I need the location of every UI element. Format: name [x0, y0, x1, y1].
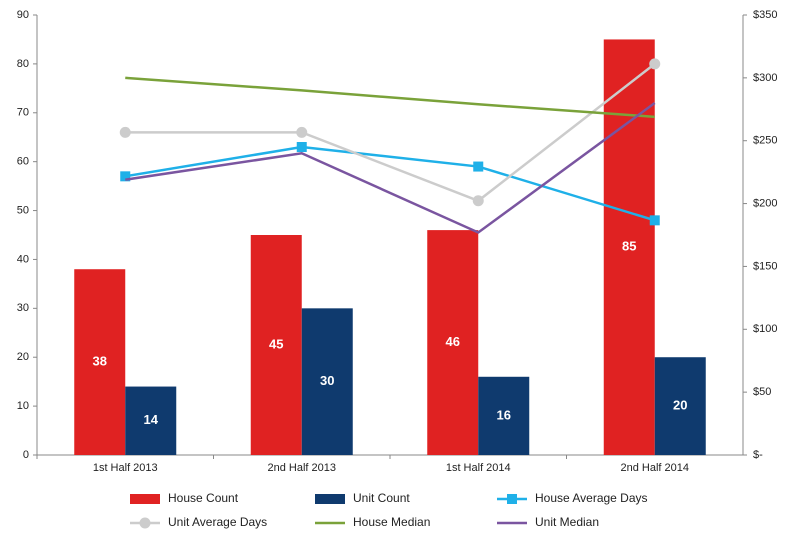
y2-tick-label: $50	[753, 386, 771, 398]
line	[125, 76, 655, 119]
legend-label: House Median	[353, 515, 430, 529]
y-tick-label: 0	[23, 449, 29, 461]
x-tick-label: 2nd Half 2013	[268, 462, 337, 474]
y2-tick-label: $300	[753, 72, 777, 84]
x-tick-label: 1st Half 2013	[93, 462, 158, 474]
marker	[649, 58, 661, 70]
legend-label: House Average Days	[535, 491, 648, 505]
y-tick-label: 90	[17, 9, 29, 21]
y2-tick-label: $-	[753, 449, 763, 461]
legend-marker	[507, 494, 517, 504]
bar	[478, 376, 530, 455]
bar	[74, 269, 126, 455]
bar	[427, 230, 479, 455]
bar	[125, 386, 177, 455]
legend-label: Unit Average Days	[168, 515, 267, 529]
y-tick-label: 20	[17, 351, 29, 363]
y-tick-label: 60	[17, 156, 29, 168]
marker	[119, 126, 131, 138]
bar-value-label: 16	[497, 407, 511, 422]
bar-value-label: 20	[673, 398, 687, 413]
legend-swatch	[315, 494, 345, 504]
bar-value-label: 30	[320, 373, 334, 388]
bar-value-label: 14	[144, 412, 159, 427]
bar-value-label: 46	[446, 334, 460, 349]
x-tick-label: 2nd Half 2014	[621, 462, 690, 474]
marker	[472, 195, 484, 207]
bar-value-label: 85	[622, 239, 636, 254]
y2-tick-label: $350	[753, 9, 777, 21]
y-tick-label: 80	[17, 58, 29, 70]
marker	[296, 126, 308, 138]
marker	[473, 161, 484, 172]
marker	[649, 215, 660, 226]
line	[125, 145, 656, 222]
y2-tick-label: $150	[753, 260, 777, 272]
y2-tick-label: $100	[753, 323, 777, 335]
y-tick-label: 70	[17, 107, 29, 119]
bar	[654, 357, 706, 455]
legend-marker	[139, 517, 151, 529]
bar-value-label: 38	[93, 354, 107, 369]
legend-swatch	[130, 494, 160, 504]
bar-value-label: 45	[269, 336, 283, 351]
marker	[120, 171, 131, 182]
y-tick-label: 30	[17, 302, 29, 314]
y2-tick-label: $200	[753, 197, 777, 209]
x-tick-label: 1st Half 2014	[446, 462, 511, 474]
legend-label: House Count	[168, 491, 239, 505]
line	[125, 62, 656, 203]
y-tick-label: 40	[17, 253, 29, 265]
y2-tick-label: $250	[753, 135, 777, 147]
line	[125, 101, 656, 234]
bar	[301, 308, 353, 455]
bar	[250, 235, 302, 455]
y-tick-label: 50	[17, 204, 29, 216]
legend-label: Unit Count	[353, 491, 410, 505]
marker	[296, 142, 307, 152]
legend-label: Unit Median	[535, 515, 599, 529]
y-tick-label: 10	[17, 400, 29, 412]
